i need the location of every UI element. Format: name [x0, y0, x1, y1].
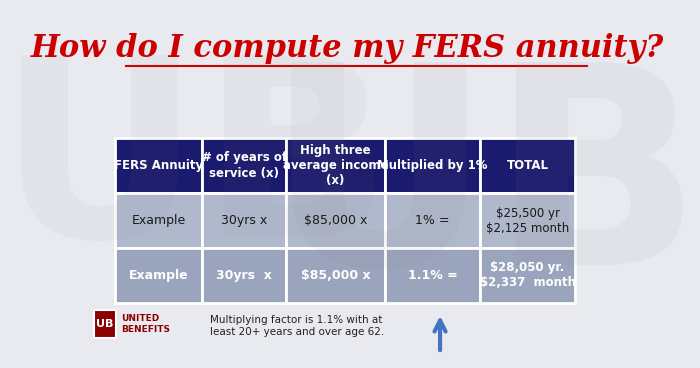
FancyBboxPatch shape [480, 193, 575, 248]
Text: 30yrs  x: 30yrs x [216, 269, 272, 282]
Text: High three
average income
(x): High three average income (x) [283, 144, 388, 187]
Text: 30yrs x: 30yrs x [221, 214, 267, 227]
FancyBboxPatch shape [202, 138, 286, 193]
FancyBboxPatch shape [115, 193, 202, 248]
FancyBboxPatch shape [480, 138, 575, 193]
FancyBboxPatch shape [286, 193, 385, 248]
Text: $85,000 x: $85,000 x [304, 214, 368, 227]
FancyBboxPatch shape [202, 248, 286, 303]
FancyBboxPatch shape [286, 248, 385, 303]
FancyBboxPatch shape [286, 138, 385, 193]
Text: 1.1% =: 1.1% = [407, 269, 457, 282]
FancyBboxPatch shape [385, 138, 480, 193]
Text: UB: UB [97, 319, 113, 329]
Text: $28,050 yr.
$2,337  month: $28,050 yr. $2,337 month [480, 262, 575, 290]
Text: Multiplied by 1%: Multiplied by 1% [377, 159, 488, 172]
Text: Example: Example [132, 214, 186, 227]
Text: UB: UB [265, 53, 700, 323]
FancyBboxPatch shape [115, 138, 202, 193]
FancyBboxPatch shape [385, 193, 480, 248]
Text: Example: Example [129, 269, 188, 282]
Text: TOTAL: TOTAL [507, 159, 549, 172]
Text: UB: UB [0, 47, 391, 289]
Text: How do I compute my FERS annuity?: How do I compute my FERS annuity? [30, 32, 664, 64]
Text: UNITED
BENEFITS: UNITED BENEFITS [121, 314, 170, 334]
FancyBboxPatch shape [385, 248, 480, 303]
Text: $25,500 yr
$2,125 month: $25,500 yr $2,125 month [486, 206, 569, 234]
FancyBboxPatch shape [115, 248, 202, 303]
FancyBboxPatch shape [202, 193, 286, 248]
Text: $85,000 x: $85,000 x [301, 269, 370, 282]
FancyBboxPatch shape [480, 248, 575, 303]
Text: 1% =: 1% = [415, 214, 449, 227]
Text: FERS Annuity: FERS Annuity [114, 159, 203, 172]
Text: Multiplying factor is 1.1% with at
least 20+ years and over age 62.: Multiplying factor is 1.1% with at least… [210, 315, 384, 337]
FancyBboxPatch shape [94, 310, 116, 338]
Text: # of years of
service (x): # of years of service (x) [202, 152, 287, 180]
